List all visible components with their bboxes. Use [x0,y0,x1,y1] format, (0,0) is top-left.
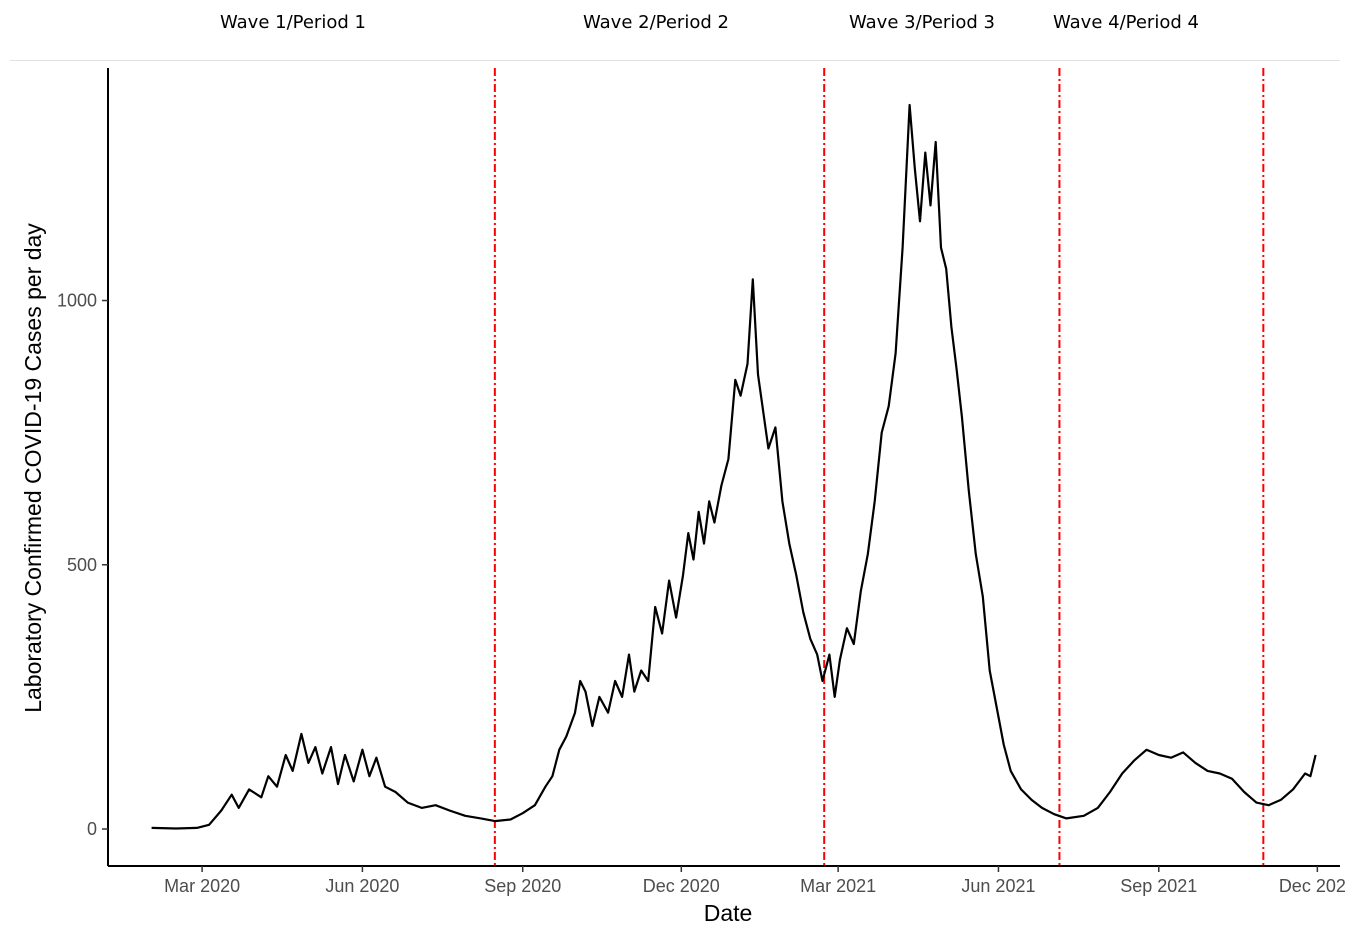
header-divider [10,60,1340,61]
series-layer [151,103,1317,830]
x-tick-label: Mar 2020 [164,876,240,896]
x-tick-label: Mar 2021 [800,876,876,896]
wave-4-label: Wave 4/Period 4 [1053,12,1199,33]
wave-1-label: Wave 1/Period 1 [220,12,366,33]
x-tick-label: Jun 2021 [961,876,1035,896]
y-tick-label: 1000 [57,291,97,311]
x-tick-label: Dec 2021 [1279,876,1347,896]
y-tick-label: 500 [67,555,97,575]
x-tick-label: Dec 2020 [643,876,720,896]
x-tick-label: Sep 2020 [484,876,561,896]
axes: 0 500 1000 Mar 2020 Jun 2020 Sep 2020 Dec 2020… [57,68,1347,896]
x-tick-label: Sep 2021 [1120,876,1197,896]
y-tick-label: 0 [87,819,97,839]
y-axis-title: Laboratory Confirmed COVID-19 Cases per … [20,223,46,713]
period-boundaries [493,68,1265,866]
wave-2-label: Wave 2/Period 2 [583,12,729,33]
series-line-1 [151,103,1317,830]
wave-3-label: Wave 3/Period 3 [849,12,995,33]
x-tick-label: Jun 2020 [325,876,399,896]
x-axis-title: Date [704,900,753,926]
